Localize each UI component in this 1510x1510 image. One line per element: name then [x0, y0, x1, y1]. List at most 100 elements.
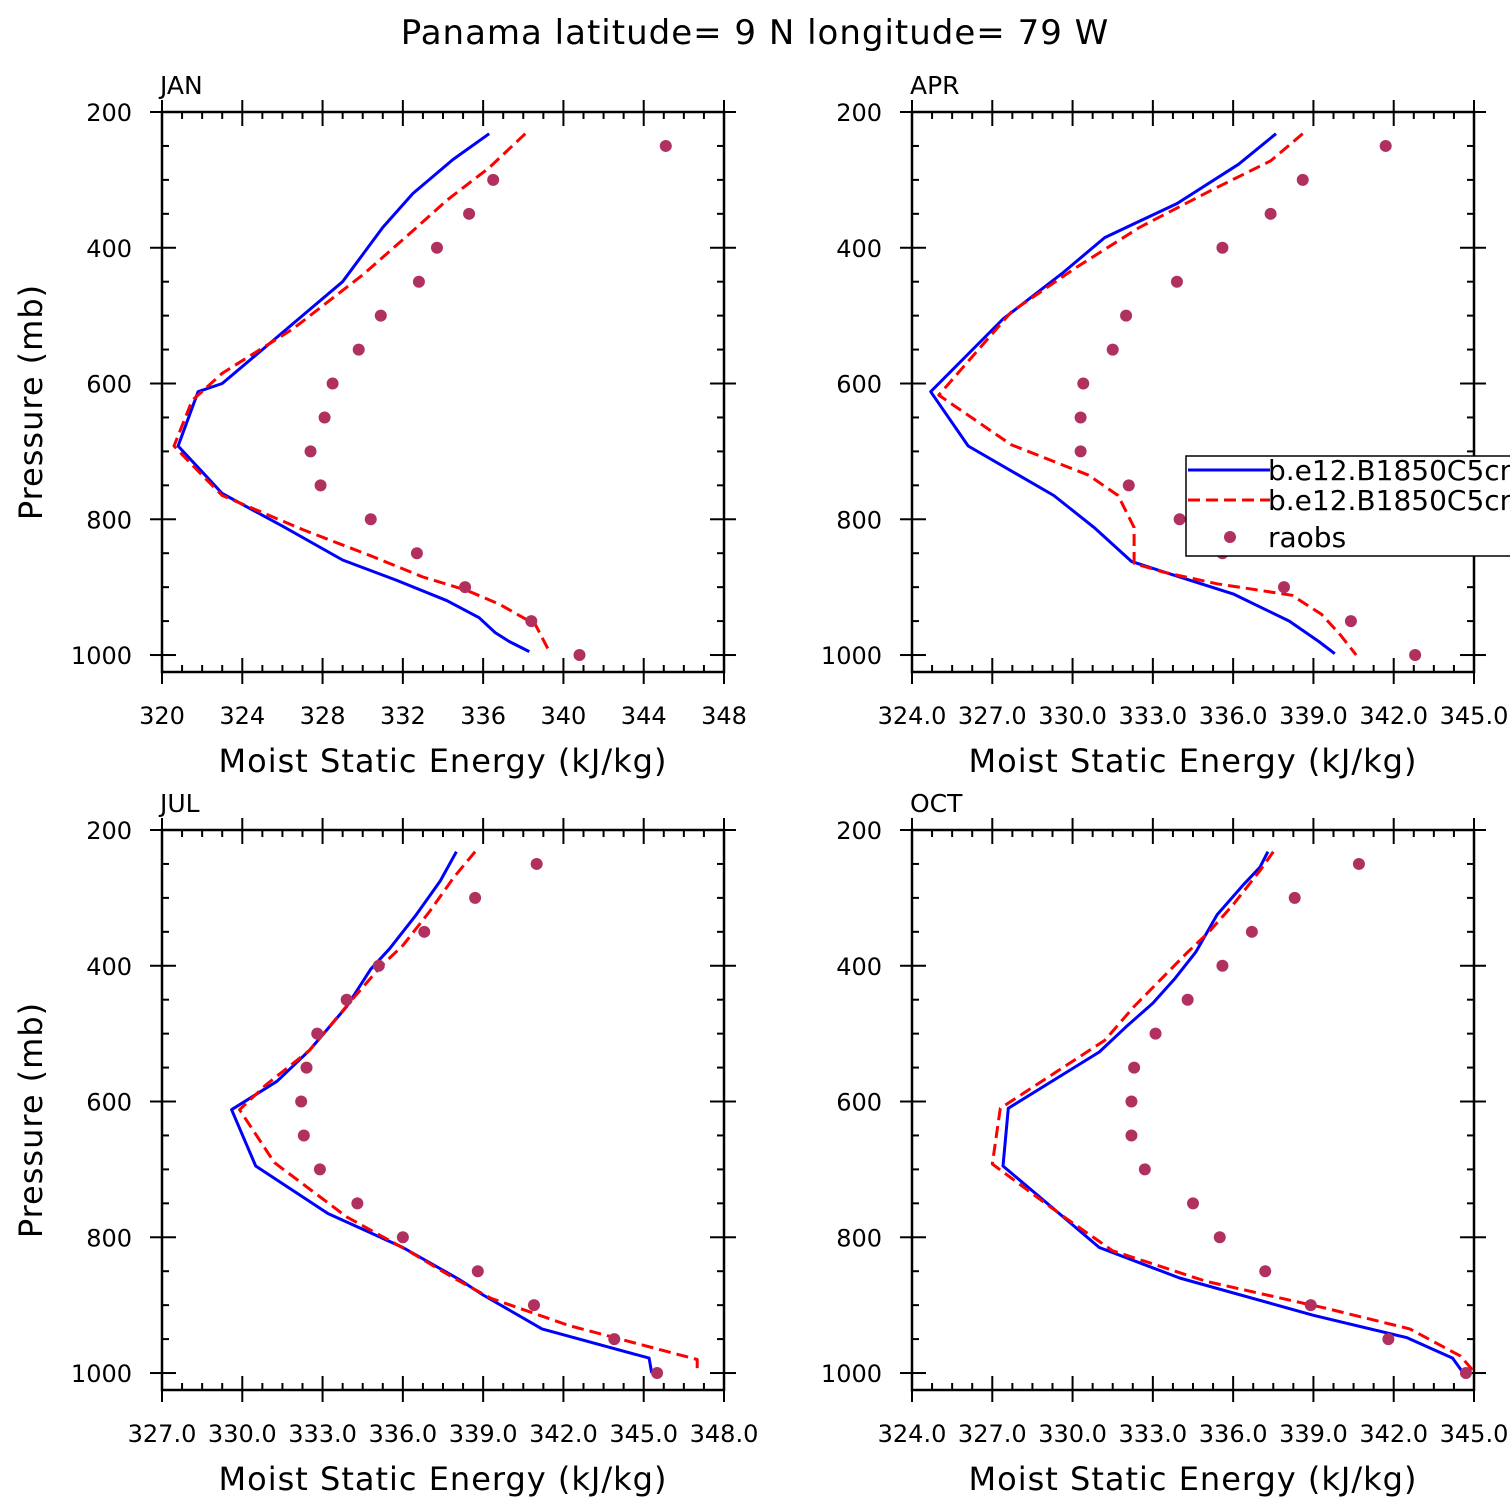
x-tick-label: 339.0 — [449, 1420, 518, 1448]
raobs-point — [326, 377, 339, 390]
x-tick-label: 327.0 — [958, 1420, 1027, 1448]
panel-jul: 200 400 600 800 1000 327.0 330.0 333.0 336.0 339.… — [12, 789, 758, 1498]
raobs-point — [573, 649, 586, 662]
y-tick-label: 800 — [836, 506, 882, 534]
x-tick-label: 328 — [300, 702, 346, 730]
x-tick-label: 324.0 — [878, 1420, 947, 1448]
model-line-solid — [176, 132, 530, 653]
raobs-point — [1259, 1265, 1272, 1278]
raobs-point — [1170, 275, 1183, 288]
x-tick-label: 333.0 — [1118, 702, 1187, 730]
raobs-point — [525, 615, 538, 628]
x-axis-label: Moist Static Energy (kJ/kg) — [969, 742, 1418, 780]
x-tick-label: 324.0 — [878, 702, 947, 730]
raobs-point — [314, 479, 327, 492]
panel-oct: 200 400 600 800 1000 324.0 327.0 330.0 333.0 336.… — [821, 789, 1508, 1498]
x-tick-label: 320 — [139, 702, 185, 730]
panel-label: JAN — [158, 71, 203, 100]
panel-jan: 200 400 600 800 1000 320 324 328 332 336 340 344 348… — [12, 71, 747, 780]
raobs-point — [1138, 1163, 1151, 1176]
raobs-point — [318, 411, 331, 424]
raobs-point — [300, 1061, 313, 1074]
raobs-point — [1344, 615, 1357, 628]
raobs-point — [396, 1231, 409, 1244]
x-tick-label: 344 — [621, 702, 667, 730]
raobs-point — [1181, 993, 1194, 1006]
x-tick-label: 339.0 — [1279, 702, 1348, 730]
panel-label: JUL — [158, 789, 200, 818]
y-tick-label: 600 — [86, 371, 132, 399]
raobs-point — [1216, 959, 1229, 972]
legend-label: raobs — [1268, 521, 1346, 554]
y-tick-label: 400 — [86, 235, 132, 263]
x-tick-label: 336.0 — [1199, 1420, 1268, 1448]
model-line-dashed — [990, 850, 1474, 1373]
plot-frame — [910, 110, 1476, 674]
x-tick-label: 348.0 — [690, 1420, 759, 1448]
x-tick-label: 332 — [380, 702, 426, 730]
raobs-point — [527, 1299, 540, 1312]
plot-area — [172, 132, 672, 662]
y-tick-label: 800 — [86, 1224, 132, 1252]
model-line-dashed — [937, 132, 1358, 656]
x-axis-label: Moist Static Energy (kJ/kg) — [219, 742, 668, 780]
raobs-point — [463, 207, 476, 220]
raobs-point — [1352, 857, 1365, 870]
figure-title: Panama latitude= 9 N longitude= 79 W — [401, 13, 1110, 53]
raobs-point — [530, 857, 543, 870]
raobs-point — [471, 1265, 484, 1278]
x-tick-label: 330.0 — [208, 1420, 277, 1448]
y-tick-label: 200 — [86, 99, 132, 127]
x-tick-label: 342.0 — [529, 1420, 598, 1448]
plot-frame — [160, 110, 726, 674]
x-tick-label: 345.0 — [609, 1420, 678, 1448]
raobs-point — [351, 1197, 364, 1210]
raobs-point — [1077, 377, 1090, 390]
y-tick-label: 200 — [836, 817, 882, 845]
x-tick-label: 340 — [541, 702, 587, 730]
panels: 200 400 600 800 1000 320 324 328 332 336 340 344 348… — [12, 71, 1508, 1498]
y-tick-label: 400 — [836, 953, 882, 981]
x-tick-label: 333.0 — [1118, 1420, 1187, 1448]
plot-area — [990, 850, 1474, 1380]
raobs-point — [1459, 1367, 1472, 1380]
y-axis-label: Pressure (mb) — [12, 1002, 50, 1238]
raobs-point — [1296, 173, 1309, 186]
y-tick-label: 1000 — [821, 642, 882, 670]
y-tick-label: 600 — [836, 371, 882, 399]
plot-frame — [910, 828, 1476, 1392]
raobs-point — [1379, 139, 1392, 152]
y-tick-label: 200 — [86, 817, 132, 845]
raobs-point — [295, 1095, 308, 1108]
plot-area — [230, 850, 699, 1380]
raobs-point — [1122, 479, 1135, 492]
raobs-point — [459, 581, 472, 594]
raobs-point — [1277, 581, 1290, 594]
model-line-dashed — [238, 850, 699, 1372]
raobs-point — [1288, 891, 1301, 904]
y-tick-label: 400 — [836, 235, 882, 263]
raobs-point — [1245, 925, 1258, 938]
x-tick-label: 327.0 — [128, 1420, 197, 1448]
y-axis-label: Pressure (mb) — [12, 284, 50, 520]
raobs-point — [651, 1367, 664, 1380]
raobs-point — [1216, 241, 1229, 254]
legend-marker-raobs — [1224, 531, 1236, 543]
panel-label: APR — [910, 71, 960, 100]
raobs-point — [1128, 1061, 1141, 1074]
x-tick-label: 345.0 — [1440, 1420, 1509, 1448]
y-tick-label: 1000 — [821, 1360, 882, 1388]
raobs-point — [1173, 513, 1186, 526]
raobs-point — [1125, 1095, 1138, 1108]
x-tick-label: 342.0 — [1359, 1420, 1428, 1448]
raobs-point — [364, 513, 377, 526]
model-line-dashed — [172, 132, 551, 653]
raobs-point — [374, 309, 387, 322]
raobs-point — [297, 1129, 310, 1142]
raobs-point — [1187, 1197, 1199, 1210]
y-tick-label: 600 — [836, 1089, 882, 1117]
raobs-point — [313, 1163, 326, 1176]
panel-apr: 200 400 600 800 1000 324.0 327.0 330.0 333.0 336.… — [821, 71, 1508, 780]
